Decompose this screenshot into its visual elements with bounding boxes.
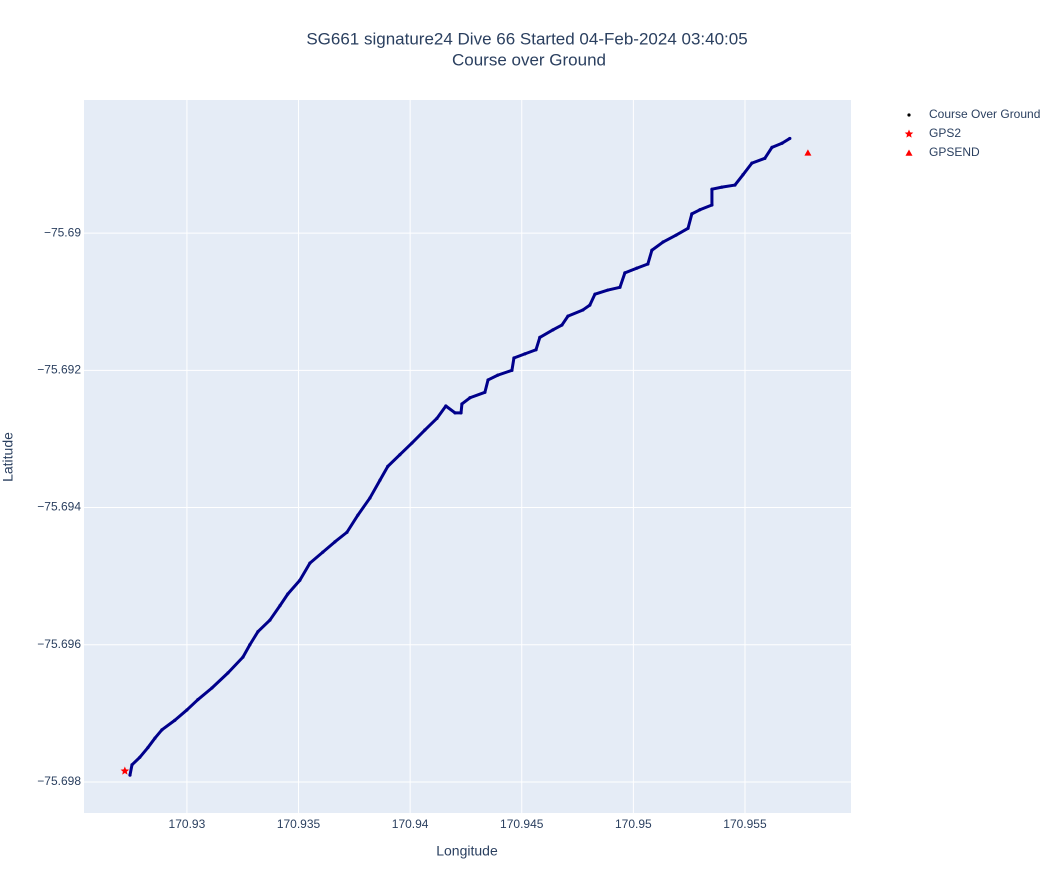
x-axis-label: Longitude: [436, 843, 498, 859]
point: [185, 708, 189, 712]
point: [378, 478, 382, 482]
track-line: [128, 137, 791, 776]
triangle-marker: [905, 149, 913, 156]
y-axis-label: Latitude: [0, 432, 16, 482]
point: [321, 550, 325, 554]
point: [453, 411, 457, 415]
y-tick-label: −75.696: [37, 637, 81, 651]
point: [468, 396, 472, 400]
x-tick-label: 170.94: [392, 817, 429, 831]
point: [581, 308, 585, 312]
point: [483, 390, 487, 394]
point: [623, 271, 627, 275]
point: [512, 356, 516, 360]
point: [788, 136, 792, 141]
point: [588, 303, 592, 307]
point: [333, 540, 337, 544]
point: [698, 208, 702, 212]
point: [173, 718, 177, 722]
point: [690, 212, 694, 216]
chart-title: SG661 signature24 Dive 66 Started 04-Feb…: [306, 29, 747, 48]
point: [268, 618, 272, 622]
point: [356, 513, 360, 517]
point: [459, 411, 463, 415]
point: [128, 773, 132, 777]
x-tick-label: 170.945: [500, 817, 544, 831]
point: [741, 173, 745, 177]
point: [138, 755, 142, 759]
point: [661, 240, 665, 244]
point: [523, 352, 527, 356]
star-marker: [904, 129, 914, 138]
point: [278, 604, 282, 608]
point: [686, 226, 690, 230]
triangle-marker: [804, 149, 812, 156]
y-tick-label: −75.69: [44, 225, 81, 239]
star-marker: [120, 766, 130, 775]
y-tick-label: −75.694: [37, 500, 81, 514]
point: [226, 671, 230, 675]
point: [248, 643, 252, 647]
point: [720, 185, 724, 189]
point: [398, 453, 402, 457]
point: [386, 464, 390, 468]
point: [650, 248, 654, 252]
point: [444, 404, 448, 408]
plot-area: [84, 100, 851, 813]
point: [496, 373, 500, 377]
point: [750, 161, 754, 165]
point: [646, 262, 650, 266]
point: [410, 441, 414, 445]
point: [153, 736, 157, 740]
point: [196, 698, 200, 702]
point: [780, 141, 784, 145]
point: [566, 314, 570, 318]
point: [560, 323, 564, 327]
point: [241, 655, 245, 659]
chart-subtitle: Course over Ground: [452, 50, 606, 69]
point: [286, 592, 290, 596]
point: [763, 156, 767, 160]
point: [368, 496, 372, 500]
point: [423, 428, 427, 432]
point: [345, 530, 349, 534]
point: [160, 728, 164, 732]
x-tick-label: 170.93: [169, 817, 206, 831]
point: [710, 187, 714, 191]
point: [435, 416, 439, 420]
point: [770, 145, 774, 149]
legend-label: Course Over Ground: [929, 107, 1040, 121]
y-tick-label: −75.692: [37, 362, 81, 376]
point: [256, 630, 260, 634]
point: [210, 686, 214, 690]
point: [593, 292, 597, 296]
point: [618, 285, 622, 289]
x-tick-label: 170.955: [723, 817, 767, 831]
point: [635, 266, 639, 270]
point: [551, 328, 555, 332]
legend-label: GPSEND: [929, 145, 980, 159]
point: [733, 183, 737, 187]
point: [298, 578, 302, 582]
x-tick-label: 170.95: [615, 817, 652, 831]
point: [130, 763, 134, 767]
point: [710, 203, 714, 207]
point: [606, 288, 610, 292]
point: [308, 561, 312, 565]
point: [146, 746, 150, 750]
point: [486, 378, 490, 382]
legend-label: GPS2: [929, 126, 961, 140]
point: [510, 368, 514, 372]
point: [534, 348, 538, 352]
x-tick-label: 170.935: [277, 817, 321, 831]
y-tick-label: −75.698: [37, 774, 81, 788]
point: [538, 335, 542, 339]
point: [907, 113, 911, 117]
point: [460, 402, 464, 406]
point: [674, 233, 678, 237]
